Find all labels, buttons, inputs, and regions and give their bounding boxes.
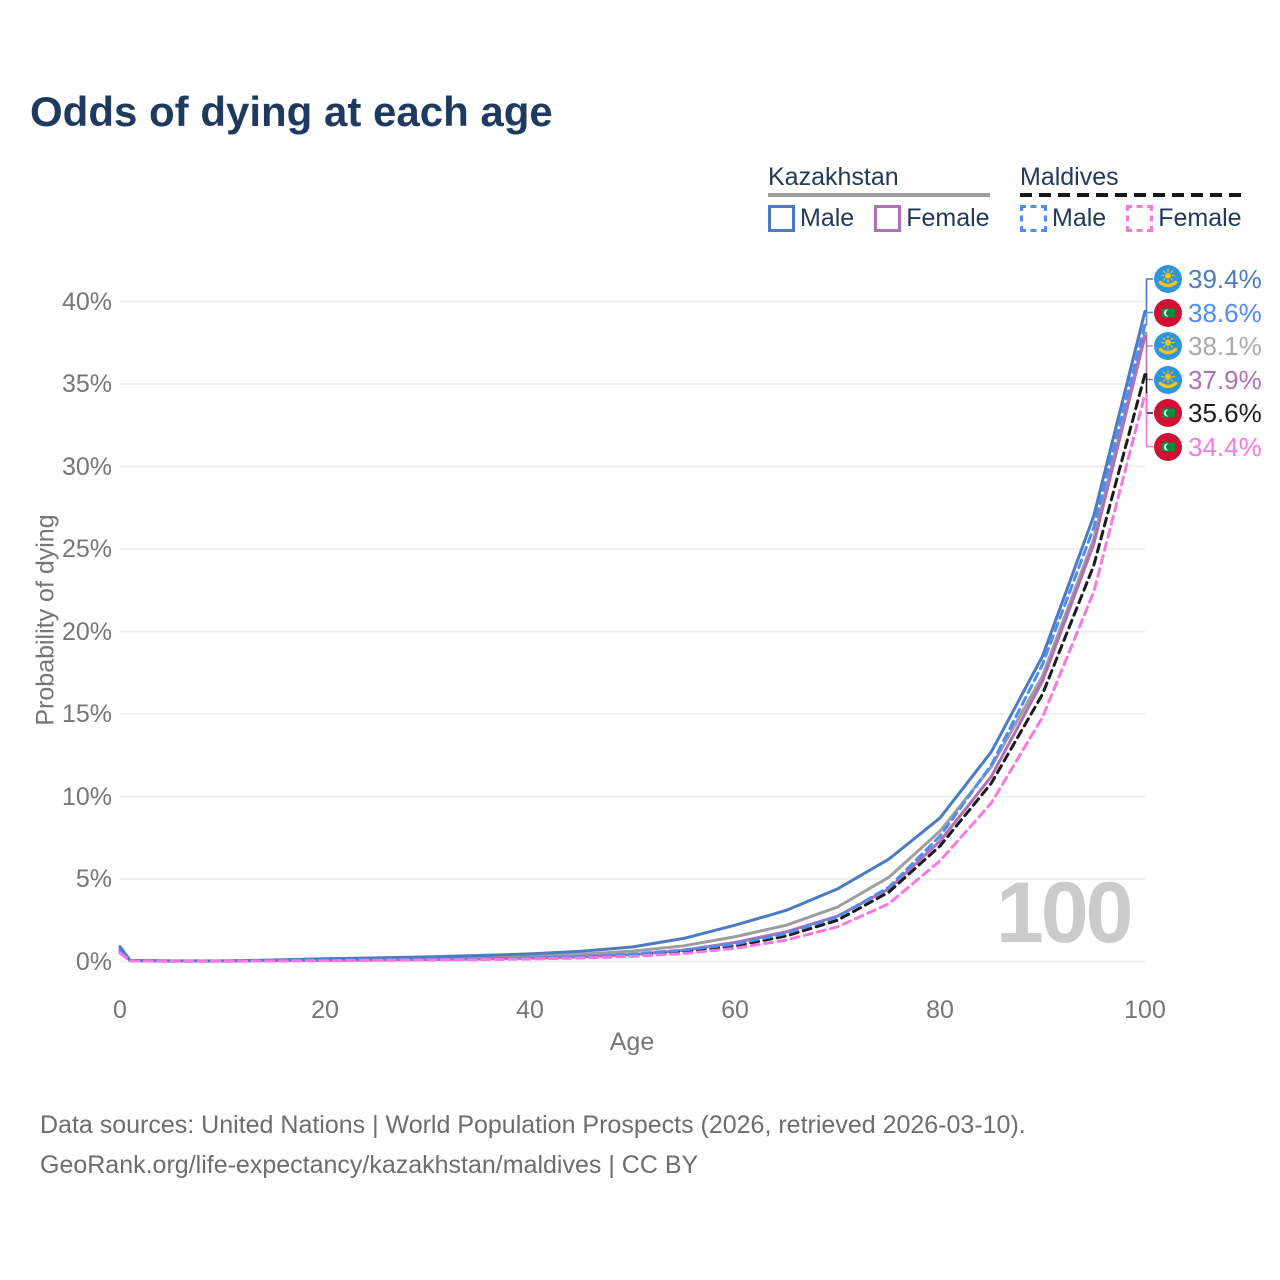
- end-label-kazakhstan-male: 39.4%: [1154, 265, 1262, 293]
- legend-item-label: Female: [906, 204, 990, 232]
- kazakhstan-flag-icon: [1154, 365, 1182, 394]
- x-axis-title: Age: [609, 1028, 655, 1056]
- data-source-text: Data sources: United Nations | World Pop…: [40, 1111, 1026, 1139]
- y-tick-label: 5%: [75, 865, 112, 893]
- leader-line: [1145, 311, 1153, 326]
- legend-group-title: Kazakhstan: [768, 163, 899, 191]
- series-line-maldives-male: [118, 323, 1147, 963]
- kazakhstan-male-swatch-icon: [768, 204, 795, 232]
- maldives-flag-icon: [1154, 298, 1182, 327]
- kazakhstan-flag-icon: [1154, 265, 1182, 293]
- kazakhstan-solid-line-sample: [768, 193, 990, 197]
- y-tick-label: 40%: [61, 287, 112, 316]
- y-tick-label: 30%: [61, 452, 112, 481]
- legend-item-label: Male: [1052, 204, 1107, 232]
- y-tick-label: 25%: [61, 535, 112, 563]
- y-tick-label: 15%: [61, 700, 112, 728]
- end-label-value: 34.4%: [1188, 431, 1262, 462]
- end-label-kazakhstan-female: 37.9%: [1154, 364, 1262, 395]
- leader-line: [1145, 335, 1153, 381]
- x-tick-label: 100: [1124, 996, 1166, 1024]
- legend-item-kazakhstan-female[interactable]: Female: [874, 204, 990, 232]
- legend-item-maldives-female[interactable]: Female: [1126, 204, 1242, 232]
- end-label-maldives: 35.6%: [1154, 399, 1262, 427]
- series-line-kazakhstan: [118, 331, 1147, 963]
- x-tick-label: 0: [113, 996, 127, 1024]
- maldives-dashed-line-sample: [1020, 193, 1242, 197]
- end-label-value: 35.6%: [1188, 398, 1262, 428]
- end-label-kazakhstan: 38.1%: [1154, 332, 1262, 360]
- y-tick-label: 10%: [61, 782, 112, 811]
- y-tick-label: 20%: [61, 617, 112, 646]
- end-label-value: 37.9%: [1188, 364, 1262, 395]
- series-line-maldives: [118, 372, 1147, 963]
- legend-group-kazakhstan: Kazakhstan Male Female: [768, 163, 990, 232]
- y-tick-label: 35%: [61, 370, 112, 398]
- legend-item-label: Female: [1158, 204, 1242, 232]
- maldives-male-swatch-icon: [1020, 204, 1047, 232]
- leader-line: [1145, 278, 1153, 313]
- legend-group-maldives: Maldives Male Female: [1020, 163, 1242, 232]
- end-label-maldives-male: 38.6%: [1154, 297, 1262, 328]
- attribution-text: GeoRank.org/life-expectancy/kazakhstan/m…: [40, 1151, 699, 1179]
- series-line-maldives-female: [118, 392, 1147, 963]
- series-line-kazakhstan-male: [118, 309, 1147, 963]
- x-tick-label: 60: [721, 996, 749, 1024]
- maldives-flag-icon: [1154, 399, 1182, 427]
- age-watermark: 100: [996, 865, 1133, 961]
- end-label-maldives-female: 34.4%: [1154, 431, 1262, 462]
- leader-line: [1145, 393, 1153, 448]
- legend-item-label: Male: [800, 204, 855, 232]
- legend: Kazakhstan Male Female Maldives Male: [0, 163, 1280, 238]
- legend-group-title: Maldives: [1020, 163, 1119, 191]
- maldives-flag-icon: [1154, 432, 1182, 461]
- series-line-kazakhstan-female: [118, 334, 1147, 963]
- end-label-value: 38.6%: [1188, 297, 1262, 328]
- maldives-female-swatch-icon: [1126, 204, 1154, 232]
- x-tick-label: 20: [311, 996, 339, 1024]
- kazakhstan-female-swatch-icon: [874, 204, 902, 232]
- end-label-value: 39.4%: [1188, 264, 1262, 294]
- legend-item-kazakhstan-male[interactable]: Male: [768, 204, 854, 232]
- chart-title: Odds of dying at each age: [30, 88, 553, 135]
- end-label-value: 38.1%: [1188, 331, 1262, 361]
- x-tick-label: 40: [516, 996, 544, 1024]
- legend-item-maldives-male[interactable]: Male: [1020, 204, 1106, 232]
- kazakhstan-flag-icon: [1154, 332, 1182, 360]
- y-tick-label: 0%: [75, 947, 112, 976]
- x-tick-label: 80: [926, 996, 954, 1024]
